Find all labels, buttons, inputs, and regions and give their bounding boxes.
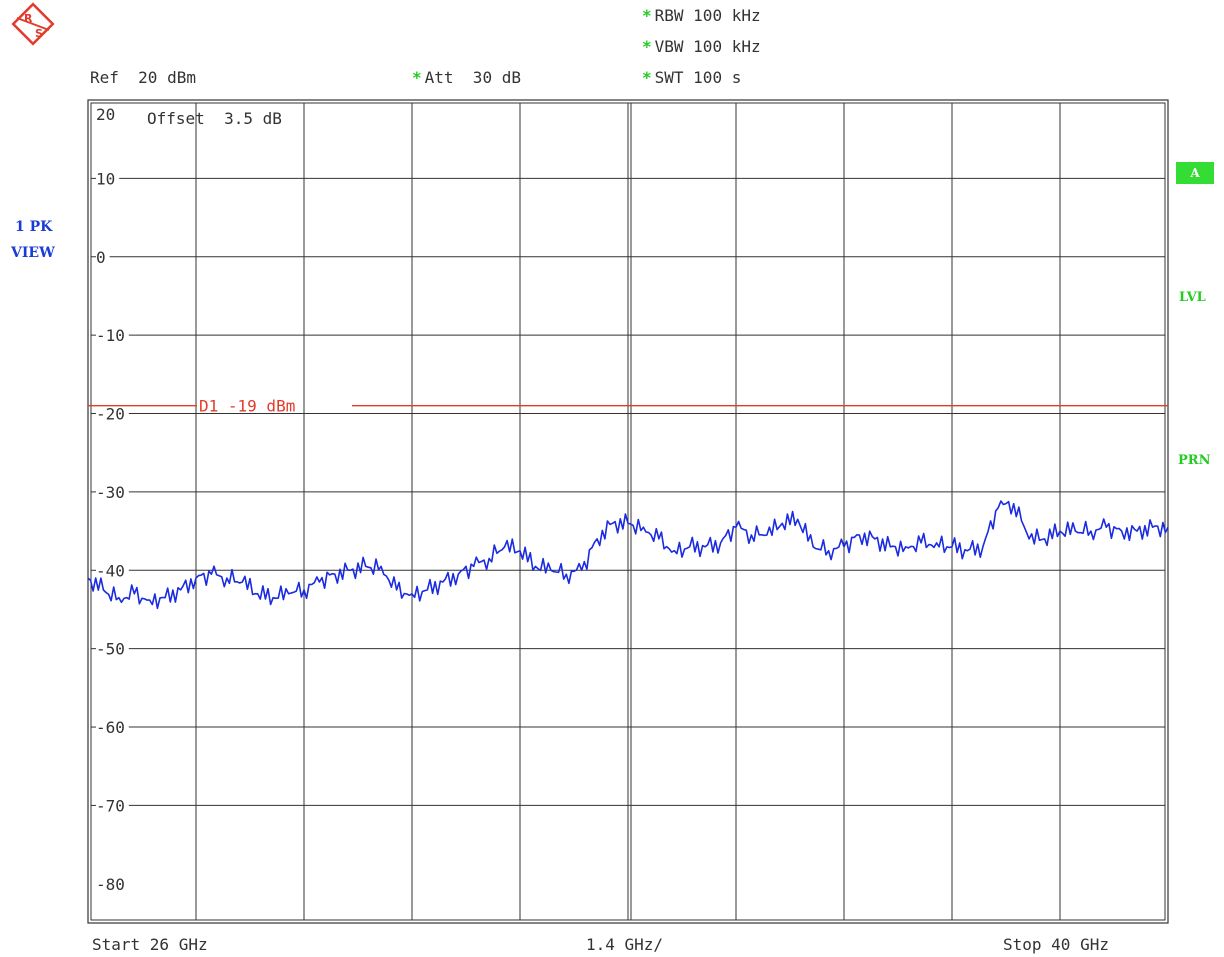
trace-layer <box>87 500 1169 610</box>
grid-layer <box>87 99 1169 924</box>
trace-detector-label: 1 PK <box>15 219 53 235</box>
star-icon: * <box>412 68 422 87</box>
y-tick-label: -30 <box>96 483 125 502</box>
y-tick-label: -70 <box>96 796 125 815</box>
rbw-setting: * RBW 100 kHz <box>642 6 761 25</box>
y-tick-label: 10 <box>96 169 115 188</box>
star-icon: * <box>642 68 652 87</box>
start-frequency: Start 26 GHz <box>92 935 208 954</box>
vbw-setting: * VBW 100 kHz <box>642 37 761 56</box>
plot-frame-outer <box>87 99 1169 924</box>
display-line-label: D1 -19 dBm <box>199 397 295 416</box>
svg-text:S: S <box>35 27 43 40</box>
y-tick-label: -10 <box>96 326 125 345</box>
y-tick-label: 0 <box>96 248 106 267</box>
y-tick-labels: 20 10 0 -10 -20 -30 -40 -50 -60 -70 -80 <box>96 105 125 894</box>
ref-level: Ref 20 dBm <box>90 68 196 87</box>
svg-text:R: R <box>24 12 33 25</box>
offset-label: Offset 3.5 dB <box>147 109 282 128</box>
y-tick-label: -80 <box>96 875 125 894</box>
span-per-division: 1.4 GHz/ <box>586 935 664 954</box>
y-tick-label: -20 <box>96 405 125 424</box>
y-tick-label: -60 <box>96 718 125 737</box>
y-tick-label: -50 <box>96 640 125 659</box>
trace-a-badge: A <box>1176 162 1214 184</box>
lvl-indicator: LVL <box>1179 290 1206 305</box>
stop-frequency: Stop 40 GHz <box>1003 935 1109 954</box>
trace-line <box>87 500 1169 610</box>
swt-setting: * SWT 100 s <box>642 68 742 87</box>
trace-mode-label: VIEW <box>11 245 55 261</box>
y-tick-label: 20 <box>96 105 115 124</box>
star-icon: * <box>642 37 652 56</box>
rohde-schwarz-logo: R S <box>11 2 55 46</box>
prn-indicator: PRN <box>1178 453 1211 468</box>
y-tick-label: -40 <box>96 561 125 580</box>
display-line-layer: D1 -19 dBm <box>88 397 1168 416</box>
attenuation-setting: * Att 30 dB <box>412 68 521 87</box>
star-icon: * <box>642 6 652 25</box>
